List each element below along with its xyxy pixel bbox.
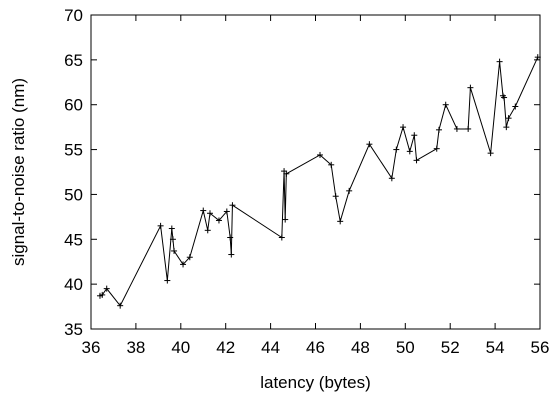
data-point (99, 291, 106, 298)
x-axis: 36 38 40 42 44 46 48 50 52 54 56 (82, 15, 550, 357)
y-tick-label: 60 (64, 96, 83, 115)
data-point (534, 54, 541, 61)
data-point (453, 125, 460, 132)
data-point (413, 157, 420, 164)
series-layer (96, 54, 541, 309)
y-tick-label: 55 (64, 141, 83, 160)
y-tick-label: 65 (64, 51, 83, 70)
data-point (157, 222, 164, 229)
data-point (388, 175, 395, 182)
series-line (99, 56, 539, 307)
data-point (278, 234, 285, 241)
data-point (442, 101, 449, 108)
data-point (465, 125, 472, 132)
data-point (337, 218, 344, 225)
data-point (228, 251, 235, 258)
y-axis: 35 40 45 50 55 60 65 70 (64, 6, 540, 339)
x-tick-label: 42 (216, 338, 235, 357)
data-point (282, 216, 289, 223)
data-point (215, 217, 222, 224)
x-tick-label: 50 (396, 338, 415, 357)
data-point (332, 193, 339, 200)
data-point (366, 141, 373, 148)
x-tick-label: 54 (486, 338, 505, 357)
x-tick-label: 40 (171, 338, 190, 357)
data-point (393, 146, 400, 153)
data-point (501, 94, 508, 101)
data-point (316, 151, 323, 158)
y-tick-label: 35 (64, 320, 83, 339)
data-point (328, 161, 335, 168)
data-point (433, 145, 440, 152)
y-tick-label: 45 (64, 230, 83, 249)
x-axis-label: latency (bytes) (260, 373, 371, 392)
data-point (512, 103, 519, 110)
data-point (164, 277, 171, 284)
data-point (223, 208, 230, 215)
data-point (283, 170, 290, 177)
x-tick-label: 48 (351, 338, 370, 357)
data-point (169, 236, 176, 243)
data-point (505, 115, 512, 122)
y-tick-label: 50 (64, 185, 83, 204)
data-point (487, 150, 494, 157)
data-point (204, 227, 211, 234)
data-point (467, 84, 474, 91)
data-point (503, 124, 510, 131)
data-point (200, 207, 207, 214)
x-tick-label: 36 (82, 338, 101, 357)
x-tick-label: 56 (531, 338, 550, 357)
data-point (496, 58, 503, 65)
x-tick-label: 44 (261, 338, 280, 357)
x-tick-label: 46 (306, 338, 325, 357)
y-tick-label: 40 (64, 275, 83, 294)
data-point (171, 247, 178, 254)
data-point (186, 254, 193, 261)
plot-frame (90, 14, 541, 330)
data-point (206, 210, 213, 217)
y-tick-label: 70 (64, 6, 83, 25)
data-point (346, 187, 353, 194)
data-point (435, 126, 442, 133)
data-point (400, 124, 407, 131)
data-point (411, 132, 418, 139)
data-point (406, 148, 413, 155)
data-point (180, 261, 187, 268)
data-point (168, 225, 175, 232)
data-point (229, 202, 236, 209)
x-tick-label: 38 (126, 338, 145, 357)
x-tick-label: 52 (441, 338, 460, 357)
data-point (117, 302, 124, 309)
y-axis-label: signal-to-noise ratio (nm) (9, 78, 28, 266)
data-point (227, 234, 234, 241)
data-point (103, 285, 110, 292)
